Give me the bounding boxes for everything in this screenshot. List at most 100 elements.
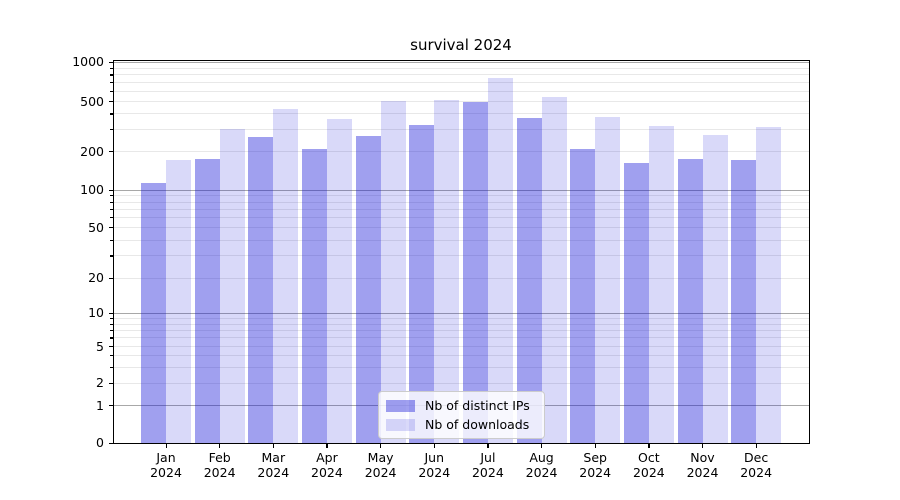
x-tick — [487, 444, 489, 448]
y-tick-label: 500 — [80, 93, 104, 109]
y-tick — [108, 189, 113, 191]
y-gridline-major — [113, 61, 809, 63]
y-gridline-minor — [113, 317, 809, 319]
x-tick-label-month: Mar — [261, 450, 286, 465]
bar-downloads — [756, 126, 782, 444]
y-minor-tick — [110, 82, 113, 84]
x-tick — [219, 444, 221, 448]
bar-distinct-ips — [248, 137, 274, 444]
bar-downloads — [326, 119, 352, 444]
y-gridline-minor — [113, 67, 809, 69]
y-gridline-minor — [113, 366, 809, 368]
y-gridline-minor — [113, 355, 809, 357]
y-minor-tick — [110, 113, 113, 115]
y-gridline-major — [113, 189, 809, 191]
x-tick-label-year: 2024 — [364, 465, 397, 480]
y-minor-tick — [110, 366, 113, 368]
x-tick — [755, 444, 757, 448]
y-tick-label: 10 — [88, 305, 104, 321]
bar-distinct-ips — [677, 158, 703, 444]
y-minor-tick — [110, 208, 113, 211]
y-minor-tick — [110, 323, 113, 325]
x-tick-label-year: 2024 — [525, 465, 558, 480]
y-tick-label: 5 — [96, 338, 104, 354]
y-gridline-minor — [113, 195, 809, 197]
x-tick-label-month: May — [367, 450, 394, 465]
x-tick-label-month: Nov — [690, 450, 715, 465]
bar-distinct-ips — [623, 162, 649, 444]
y-gridline-minor — [113, 217, 809, 219]
x-tick-label-month: Jul — [480, 450, 496, 465]
y-tick — [108, 312, 113, 314]
x-tick-label-year: 2024 — [150, 465, 182, 480]
x-tick-label-month: Apr — [316, 450, 338, 465]
bar-distinct-ips — [570, 148, 596, 444]
x-tick-label-year: 2024 — [257, 465, 290, 480]
y-minor-tick — [110, 90, 113, 92]
x-tick-label-year: 2024 — [740, 465, 773, 480]
y-gridline-minor — [113, 129, 809, 131]
x-tick-label-month: Dec — [744, 450, 769, 465]
y-tick — [108, 405, 113, 407]
x-tick-label: Jan 2024 — [134, 450, 198, 480]
x-tick-label: Nov 2024 — [671, 450, 735, 480]
y-tick-label: 1000 — [72, 54, 104, 70]
x-tick-label: Apr 2024 — [295, 450, 359, 480]
bar-distinct-ips — [516, 118, 542, 444]
bar-downloads — [219, 129, 245, 444]
y-tick — [108, 227, 113, 229]
legend-swatch-downloads-icon — [386, 418, 415, 431]
y-tick — [108, 101, 113, 103]
legend-item-distinct-ips: Nb of distinct IPs — [386, 398, 536, 413]
bar-downloads — [648, 126, 674, 444]
y-minor-tick — [110, 239, 113, 241]
x-tick — [380, 444, 382, 448]
y-gridline-minor — [113, 329, 809, 331]
y-tick-label: 50 — [88, 219, 104, 235]
legend-swatch-distinct-ips-icon — [386, 399, 415, 412]
bar-distinct-ips — [141, 183, 166, 444]
y-minor-tick — [110, 329, 113, 332]
y-gridline-minor — [113, 90, 809, 92]
bar-distinct-ips — [462, 101, 488, 444]
x-tick-label-month: Feb — [208, 450, 231, 465]
y-minor-tick — [110, 195, 113, 197]
x-tick-label: Oct 2024 — [617, 450, 681, 480]
bar-downloads — [595, 116, 621, 444]
y-minor-tick — [110, 201, 113, 203]
y-tick-label: 200 — [80, 143, 104, 159]
bar-distinct-ips — [409, 125, 435, 444]
x-tick-label-year: 2024 — [471, 465, 504, 480]
x-tick — [433, 444, 435, 448]
x-tick-label: Jun 2024 — [402, 450, 466, 480]
bar-downloads — [273, 109, 299, 444]
x-tick-label: Aug 2024 — [510, 450, 574, 480]
y-minor-tick — [110, 317, 113, 320]
bar-downloads — [541, 96, 567, 444]
x-tick-label-month: Jun — [424, 450, 445, 465]
x-tick-label: Feb 2024 — [188, 450, 252, 480]
y-minor-tick — [110, 255, 113, 257]
y-tick — [108, 277, 113, 279]
x-tick — [326, 444, 328, 448]
y-gridline-minor — [113, 227, 809, 229]
y-tick — [108, 61, 113, 63]
x-tick-label-year: 2024 — [579, 465, 612, 480]
x-tick — [648, 444, 650, 448]
x-tick — [165, 444, 167, 448]
x-tick-label-month: Jan — [156, 450, 176, 465]
x-tick-label-year: 2024 — [686, 465, 719, 480]
x-tick — [541, 444, 543, 448]
y-minor-tick — [110, 129, 113, 131]
y-tick — [108, 442, 113, 444]
y-gridline-minor — [113, 113, 809, 115]
y-gridline-minor — [113, 151, 809, 153]
y-tick-label: 2 — [96, 375, 104, 391]
bar-distinct-ips — [194, 158, 220, 444]
y-tick-label: 100 — [80, 182, 104, 197]
y-gridline-minor — [113, 101, 809, 103]
bar-distinct-ips — [355, 135, 381, 444]
y-gridline-minor — [113, 255, 809, 257]
x-tick-label: May 2024 — [349, 450, 413, 480]
